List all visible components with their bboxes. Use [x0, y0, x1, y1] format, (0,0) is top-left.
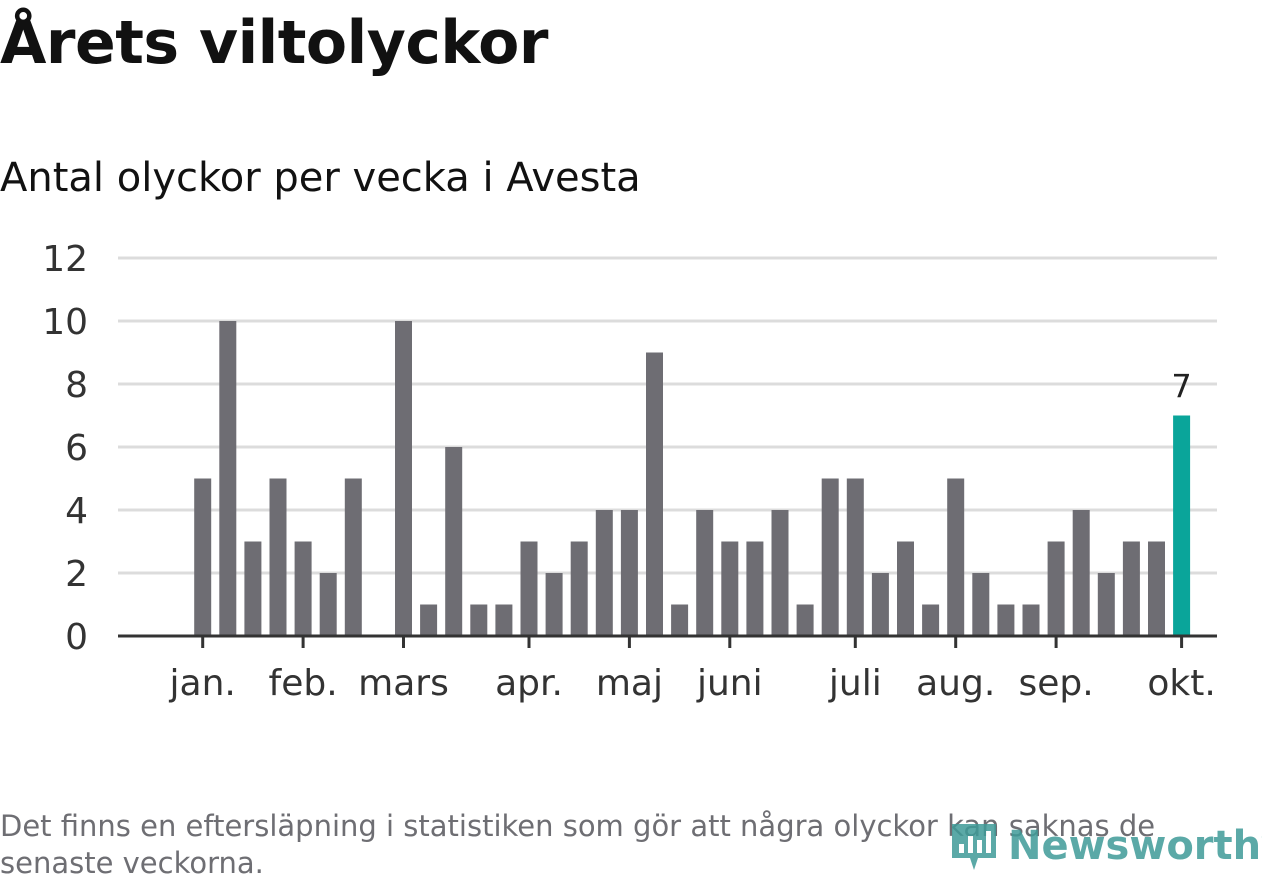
x-tick-label: feb. — [269, 663, 338, 704]
newsworthy-logo-icon — [952, 824, 996, 870]
bar-highlight — [1173, 415, 1191, 636]
bar — [395, 321, 412, 636]
x-tick-label: okt. — [1147, 663, 1215, 704]
bar — [846, 478, 864, 636]
y-tick-label: 8 — [65, 365, 88, 406]
bar — [922, 604, 940, 636]
bar — [294, 541, 312, 636]
x-tick-label: jan. — [169, 663, 236, 704]
x-tick-label: juli — [828, 663, 882, 704]
y-tick-label: 0 — [65, 617, 88, 658]
bar — [420, 604, 438, 636]
bar — [1122, 541, 1140, 636]
x-tick-label: apr. — [495, 663, 563, 704]
bar — [344, 478, 362, 636]
bar — [796, 604, 814, 636]
bar — [319, 573, 337, 636]
bar — [821, 478, 839, 636]
bar — [1022, 604, 1040, 636]
chart-title: Årets viltolyckor — [0, 8, 549, 78]
bar — [947, 478, 965, 636]
bar — [470, 604, 488, 636]
y-tick-label: 10 — [42, 302, 88, 343]
bar — [244, 541, 262, 636]
bar — [771, 510, 789, 636]
bars — [194, 321, 1191, 636]
bar — [495, 604, 513, 636]
highlight-data-label: 7 — [1171, 368, 1191, 406]
newsworthy-logo: Newsworthy — [948, 818, 1262, 874]
data-labels: 7 — [1171, 368, 1191, 406]
bar — [746, 541, 764, 636]
x-tick-label: mars — [358, 663, 449, 704]
bar — [194, 478, 212, 636]
bar — [595, 510, 613, 636]
x-tick-label: maj — [596, 663, 663, 704]
bar — [520, 541, 538, 636]
bar — [671, 604, 689, 636]
bar — [445, 447, 463, 636]
y-tick-label: 6 — [65, 428, 88, 469]
bar — [972, 573, 990, 636]
bar — [1047, 541, 1065, 636]
bar — [1148, 541, 1165, 636]
bar — [1072, 510, 1090, 636]
bar — [570, 541, 588, 636]
y-tick-label: 2 — [65, 554, 88, 595]
bar — [219, 321, 237, 636]
x-axis: jan. feb. mars apr. maj juni juli aug. sep. okt. — [118, 634, 1217, 704]
bar — [545, 573, 563, 636]
x-tick-label: juni — [696, 663, 763, 704]
bar — [871, 573, 889, 636]
bar — [646, 352, 663, 636]
bar — [1097, 573, 1115, 636]
chart-subtitle: Antal olyckor per vecka i Avesta — [0, 155, 641, 201]
bar — [721, 541, 739, 636]
bar — [897, 541, 914, 636]
y-tick-label: 12 — [42, 239, 88, 280]
x-tick-label: aug. — [916, 663, 995, 704]
x-tick-label: sep. — [1018, 663, 1093, 704]
bar — [696, 510, 714, 636]
y-tick-label: 4 — [65, 491, 88, 532]
bar — [620, 510, 638, 636]
bar — [997, 604, 1015, 636]
y-axis-ticks: 0 2 4 6 8 10 12 — [42, 239, 88, 658]
newsworthy-logo-text: Newsworthy — [1008, 823, 1262, 869]
bar — [269, 478, 287, 636]
